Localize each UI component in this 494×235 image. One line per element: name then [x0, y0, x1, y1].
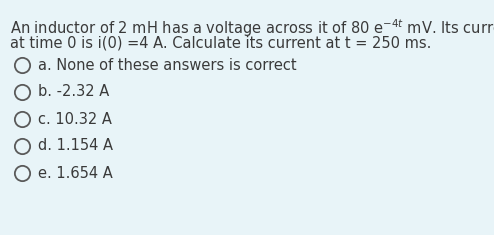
Text: e. 1.654 A: e. 1.654 A — [38, 165, 113, 180]
Text: a. None of these answers is correct: a. None of these answers is correct — [38, 58, 296, 73]
Text: An inductor of 2 mH has a voltage across it of 80 e$^{-4t}$ mV. Its current: An inductor of 2 mH has a voltage across… — [10, 17, 494, 39]
Text: at time 0 is i(0) =4 A. Calculate its current at t = 250 ms.: at time 0 is i(0) =4 A. Calculate its cu… — [10, 35, 431, 50]
Text: d. 1.154 A: d. 1.154 A — [38, 138, 113, 153]
Text: b. -2.32 A: b. -2.32 A — [38, 85, 109, 99]
Text: c. 10.32 A: c. 10.32 A — [38, 111, 112, 126]
